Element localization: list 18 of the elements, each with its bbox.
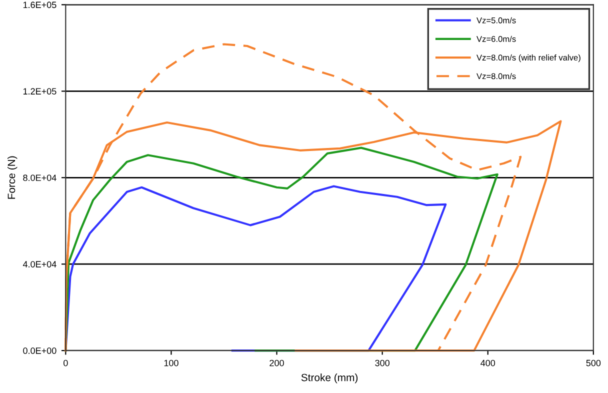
legend-label: Vz=6.0m/s	[476, 36, 516, 42]
y-tick-label: 1.6E+05	[23, 2, 56, 8]
x-tick-label: 100	[164, 360, 178, 366]
x-tick-label: 500	[586, 360, 601, 366]
x-tick-label: 200	[270, 360, 284, 366]
line-series	[64, 146, 498, 352]
y-tick-label: 8.0E+04	[23, 174, 56, 181]
legend-label: Vz=8.0m/s	[476, 73, 516, 80]
x-tick-label: 300	[375, 360, 390, 366]
x-axis-title: Stroke (mm)	[301, 374, 358, 384]
y-tick-label: 0.0E+00	[23, 348, 56, 354]
y-tick-label: 1.2E+05	[23, 88, 56, 95]
legend-label: Vz=8.0m/s (with relief valve)	[476, 54, 580, 62]
y-tick-label: 4.0E+04	[22, 261, 56, 268]
x-tick-label: 0	[64, 360, 68, 366]
x-tick-label: 400	[480, 360, 496, 366]
legend-label: Vz=5.0m/s	[476, 17, 516, 24]
y-axis-title: Force (N)	[7, 156, 18, 199]
